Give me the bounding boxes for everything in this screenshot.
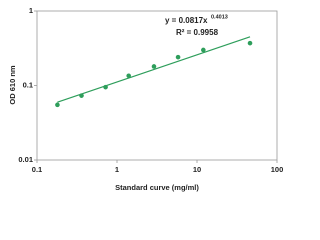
fit-exponent: 0.4013 — [211, 14, 228, 20]
y-tick-label: 1 — [29, 6, 33, 15]
x-axis-label: Standard curve (mg/ml) — [115, 183, 199, 192]
data-point — [103, 84, 108, 90]
data-point — [201, 47, 206, 53]
x-tick-label: 0.1 — [32, 165, 42, 174]
x-tick-label: 100 — [271, 165, 284, 174]
data-point — [175, 54, 181, 60]
data-point — [126, 73, 131, 79]
data-point — [79, 93, 84, 98]
y-tick-label: 0.1 — [23, 80, 33, 89]
x-tick-label: 10 — [193, 165, 201, 174]
data-point — [151, 64, 157, 69]
fit-equation: y = 0.0817x — [165, 16, 208, 25]
y-tick-label: 0.01 — [18, 155, 33, 164]
data-point — [247, 40, 253, 46]
trendline — [57, 36, 251, 103]
y-axis-label: OD 610 nm — [8, 65, 17, 105]
r-squared: R² = 0.9958 — [176, 28, 219, 37]
plot-frame — [36, 10, 278, 161]
chart: y = 0.0817x 0.4013 R² = 0.9958 Standard … — [8, 6, 284, 192]
data-point — [55, 102, 60, 108]
x-tick-label: 1 — [115, 165, 119, 174]
